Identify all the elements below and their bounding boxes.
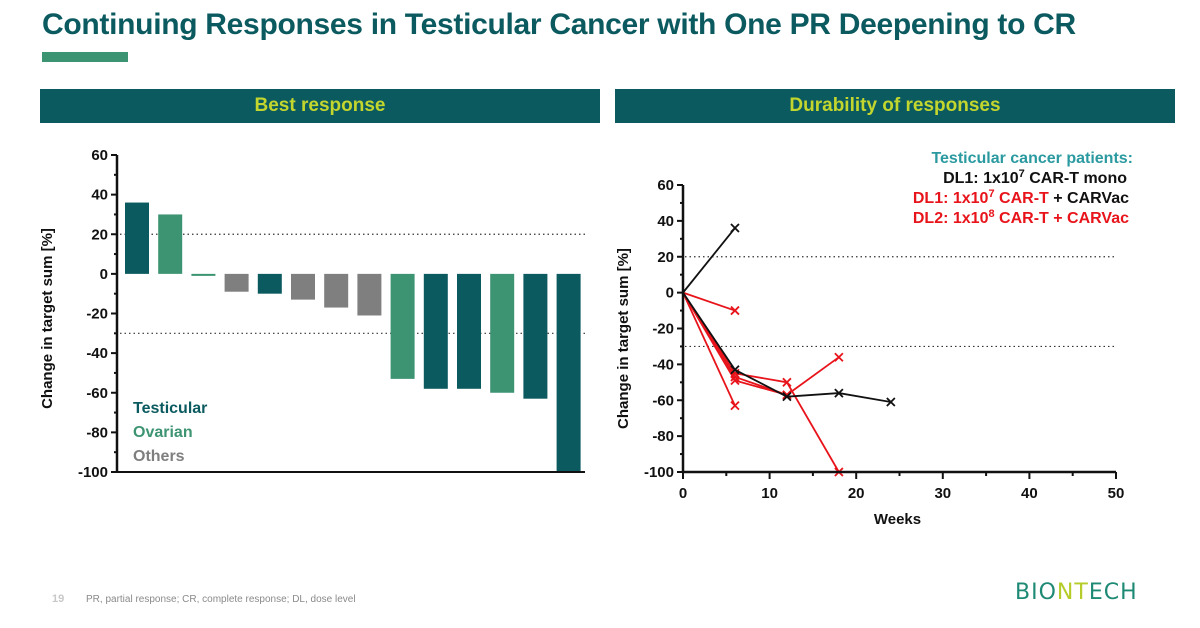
y-tick-label: -20 (652, 321, 674, 338)
data-point-marker (782, 392, 792, 402)
biontech-logo: BIONTECH (1015, 580, 1138, 605)
bar-ovarian (158, 214, 183, 274)
bar-others (357, 273, 382, 316)
legend-suffix: CAR-T (995, 190, 1049, 207)
x-tick-label: 10 (761, 485, 778, 502)
y-tick-label: 40 (91, 187, 108, 204)
page-title: Continuing Responses in Testicular Cance… (42, 8, 1076, 41)
x-tick-label: 40 (1021, 485, 1038, 502)
legend-suffix: CAR-T mono (1025, 170, 1127, 187)
legend-item-others: Others (133, 448, 185, 465)
y-tick-label: 20 (657, 249, 674, 266)
bar-testicular (257, 273, 282, 294)
bar-testicular (523, 273, 548, 399)
y-tick-label: 60 (91, 147, 108, 164)
y-tick-label: -40 (652, 356, 674, 373)
bar-testicular (125, 202, 149, 274)
bar-testicular (457, 273, 481, 389)
logo-part-3: ECH (1088, 580, 1138, 605)
legend-item-testicular: Testicular (133, 400, 207, 417)
y-tick-label: -20 (86, 306, 108, 323)
y-axis-title: Change in target sum [%] (615, 248, 632, 429)
series-line (682, 292, 840, 473)
data-point-marker (730, 400, 740, 411)
legend-superscript: 7 (1019, 168, 1025, 180)
durability-header: Durability of responses (615, 89, 1175, 123)
y-tick-label: -60 (86, 385, 108, 402)
best-response-header: Best response (40, 89, 600, 123)
y-tick-label: -80 (86, 424, 108, 441)
series-line (682, 292, 840, 396)
footnote: PR, partial response; CR, complete respo… (86, 594, 356, 605)
y-tick-label: -100 (644, 464, 674, 481)
x-tick-label: 20 (848, 485, 865, 502)
y-tick-label: -100 (78, 464, 108, 481)
legend-item: DL1: 1x107 CAR-T + CARVac (913, 188, 1129, 207)
bar-ovarian (191, 273, 216, 276)
y-tick-label: 40 (657, 213, 674, 230)
data-point-marker (834, 352, 844, 362)
series-line (682, 227, 736, 294)
data-point-marker (782, 377, 792, 387)
data-point-marker (886, 397, 896, 407)
legend-label: DL2: 1x10 (913, 210, 989, 227)
data-point-marker (730, 365, 740, 375)
bar-others (324, 273, 349, 308)
logo-part-2: NT (1056, 580, 1089, 605)
data-point-marker (730, 223, 740, 233)
logo-part-1: BIO (1015, 580, 1057, 605)
data-point-marker (730, 305, 740, 316)
bar-testicular (556, 273, 581, 472)
data-point-marker (782, 390, 792, 400)
bar-ovarian (390, 273, 415, 379)
data-point-marker (834, 388, 844, 398)
x-tick-label: 0 (679, 485, 687, 502)
best-response-chart: 60 40 20 0 -20 -40 -60 -80 -100 Change in target … (39, 147, 585, 481)
y-tick-label: 60 (657, 177, 674, 194)
series-line (682, 291, 736, 312)
bar-testicular (423, 273, 448, 389)
y-tick-label: -40 (86, 345, 108, 362)
series-line (682, 292, 736, 407)
legend-item: DL1: 1x107 CAR-T mono (943, 168, 1127, 187)
x-axis-title: Weeks (874, 511, 921, 528)
legend-superscript: 7 (988, 188, 994, 200)
y-axis-title: Change in target sum [%] (39, 228, 56, 409)
x-tick-label: 50 (1108, 485, 1125, 502)
bar-others (224, 273, 249, 292)
bar-others (291, 273, 315, 300)
x-tick-label: 30 (934, 485, 951, 502)
data-point-marker (730, 375, 740, 386)
y-tick-label: -60 (652, 392, 674, 409)
page-number: 19 (52, 593, 65, 605)
title-underline (42, 52, 128, 62)
y-tick-label: -80 (652, 428, 674, 445)
legend-suffix-combo: + CARVac (1049, 190, 1129, 207)
legend-label: DL1: 1x10 (943, 170, 1019, 187)
durability-chart: 60 40 20 0 -20 -40 -60 -80 -100 0 10 20 30 40 50 Weeks C… (615, 150, 1133, 528)
legend-item-ovarian: Ovarian (133, 424, 193, 441)
y-tick-label: 0 (666, 285, 674, 302)
legend-label: DL1: 1x10 (913, 190, 989, 207)
legend-superscript: 8 (988, 208, 994, 220)
legend-item: DL2: 1x108 CAR-T + CARVac (913, 208, 1129, 227)
series-line (682, 292, 891, 403)
legend-title: Testicular cancer patients: (931, 150, 1133, 167)
y-tick-label: 20 (91, 226, 108, 243)
bar-ovarian (490, 273, 515, 393)
legend-suffix: CAR-T + CARVac (995, 210, 1130, 227)
y-tick-label: 0 (100, 266, 108, 283)
